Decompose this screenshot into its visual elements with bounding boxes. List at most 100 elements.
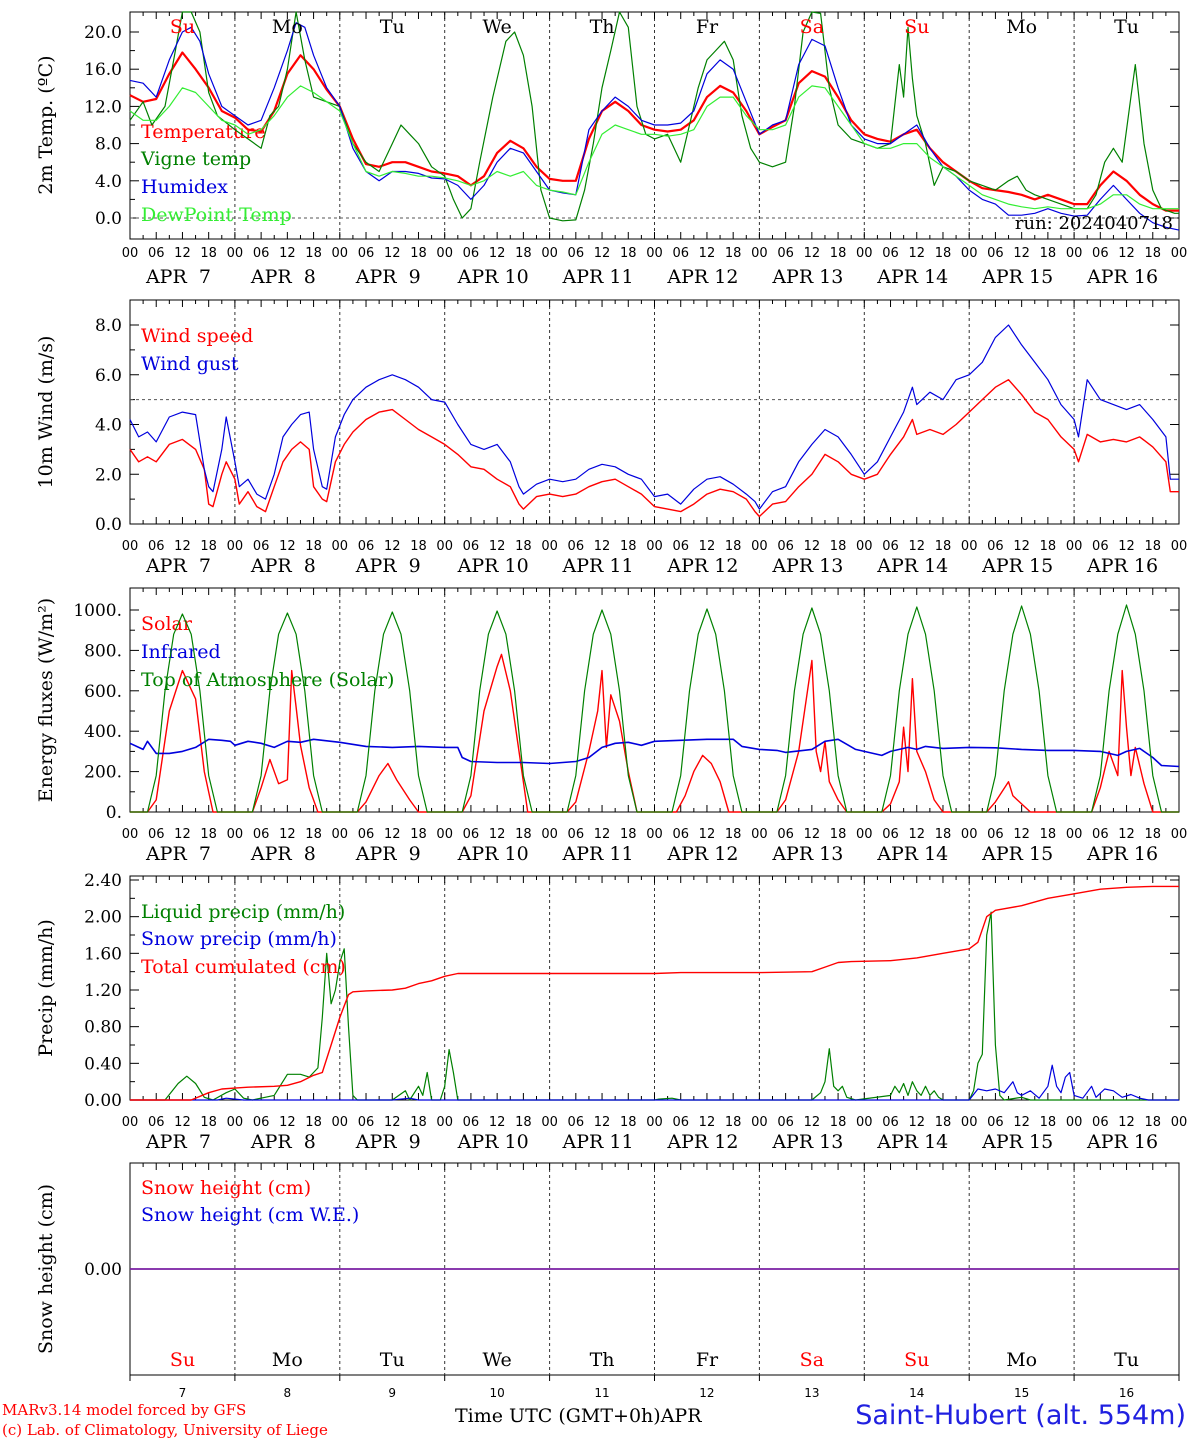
hour-tick-label: 06 [987, 539, 1004, 554]
hour-tick-label: 06 [1092, 539, 1109, 554]
legend-entry: Wind gust [141, 353, 239, 375]
hour-tick-label: 18 [935, 1115, 952, 1130]
date-label: APR 12 [666, 266, 738, 288]
hour-tick-label: 18 [830, 246, 847, 261]
hour-tick-label: 00 [751, 827, 768, 842]
day-name: Su [170, 1349, 195, 1371]
series-line-total-cumulated-cm- [130, 885, 1179, 1101]
day-name: Su [904, 1349, 929, 1371]
hour-tick-label: 18 [935, 539, 952, 554]
y-axis-title: Snow height (cm) [35, 1184, 57, 1354]
hour-tick-label: 12 [174, 539, 191, 554]
hour-tick-label: 06 [148, 539, 165, 554]
hour-tick-label: 00 [332, 827, 349, 842]
date-label: APR 8 [250, 555, 316, 577]
hour-tick-label: 06 [882, 246, 899, 261]
hour-tick-label: 00 [646, 539, 663, 554]
hour-tick-label: 00 [436, 539, 453, 554]
hour-tick-label: 18 [410, 246, 427, 261]
hour-tick-label: 00 [227, 827, 244, 842]
hour-tick-label: 00 [541, 1115, 558, 1130]
hour-tick-label: 00 [122, 539, 139, 554]
hour-tick-label: 18 [725, 539, 742, 554]
hour-tick-label: 06 [777, 1115, 794, 1130]
hour-tick-label: 00 [1171, 246, 1188, 261]
day-name: Sa [800, 1349, 824, 1371]
legend-entry: Snow precip (mm/h) [141, 928, 337, 950]
model-credit: MARv3.14 model forced by GFS [2, 1401, 247, 1419]
y-tick-label: 0.0 [95, 515, 122, 535]
hour-tick-label: 18 [935, 827, 952, 842]
date-label: APR 14 [876, 843, 948, 865]
hour-tick-label: 18 [1040, 539, 1057, 554]
hour-tick-label: 06 [463, 1115, 480, 1130]
hour-tick-label: 00 [646, 1115, 663, 1130]
hour-tick-label: 12 [1013, 827, 1030, 842]
hour-tick-label: 18 [830, 1115, 847, 1130]
hour-tick-label: 00 [436, 246, 453, 261]
y-tick-label: 0.00 [84, 1091, 122, 1111]
hour-tick-label: 12 [1118, 246, 1135, 261]
y-tick-label: 4.0 [95, 416, 122, 436]
y-tick-label: 6.0 [95, 366, 122, 386]
hour-tick-label: 06 [148, 1115, 165, 1130]
hour-tick-label: 18 [410, 539, 427, 554]
hour-tick-label: 18 [725, 827, 742, 842]
hour-tick-label: 12 [804, 246, 821, 261]
hour-tick-label: 06 [987, 827, 1004, 842]
series-line-dewpoint-temp [129, 85, 1179, 210]
date-label: APR 14 [876, 1131, 948, 1153]
time-axis-label: Time UTC (GMT+0h)APR [455, 1405, 702, 1427]
hour-tick-label: 00 [122, 246, 139, 261]
hour-tick-label: 18 [1040, 1115, 1057, 1130]
y-tick-label: 8.0 [95, 316, 122, 336]
hour-tick-label: 18 [515, 827, 532, 842]
hour-tick-label: 00 [856, 539, 873, 554]
hour-tick-label: 12 [384, 1115, 401, 1130]
date-label: APR 13 [771, 266, 843, 288]
hour-tick-label: 06 [672, 827, 689, 842]
date-label: APR 10 [457, 843, 529, 865]
hour-tick-label: 18 [1145, 246, 1162, 261]
day-name: Th [590, 1349, 615, 1371]
day-name: We [483, 16, 512, 38]
y-tick-label: 2.0 [95, 465, 122, 485]
hour-tick-label: 18 [515, 246, 532, 261]
hour-tick-label: 18 [620, 246, 637, 261]
hour-tick-label: 00 [541, 246, 558, 261]
panel-4: 0.00 0.40 0.80 1.20 1.60 2.00 2.40 Precip (mm/h… [35, 871, 1187, 1153]
hour-tick-label: 12 [384, 827, 401, 842]
hour-tick-label: 00 [856, 1115, 873, 1130]
hour-tick-label: 18 [200, 827, 217, 842]
panel-2: 0.0 2.0 4.0 6.0 8.0 10m Wind (m/s) Wind speed W… [35, 299, 1187, 577]
hour-tick-label: 06 [253, 539, 270, 554]
lab-credit: (c) Lab. of Climatology, University of L… [2, 1421, 328, 1439]
date-label: APR 8 [250, 266, 316, 288]
series-line-wind-speed [129, 379, 1179, 518]
hour-tick-label: 18 [1145, 1115, 1162, 1130]
hour-tick-label: 00 [646, 827, 663, 842]
legend-entry: Humidex [141, 176, 228, 198]
hour-tick-label: 00 [227, 246, 244, 261]
hour-tick-label: 06 [672, 1115, 689, 1130]
date-label: APR 14 [876, 266, 948, 288]
run-annotation: run: 2024040718 [1015, 213, 1173, 234]
day-name: Th [590, 16, 615, 38]
date-label: APR 14 [876, 555, 948, 577]
date-label: APR 15 [981, 555, 1053, 577]
hour-tick-label: 12 [804, 827, 821, 842]
date-label: APR 11 [562, 266, 634, 288]
hour-tick-label: 00 [961, 246, 978, 261]
hour-tick-label: 18 [620, 827, 637, 842]
legend-entry: Liquid precip (mm/h) [141, 901, 345, 923]
hour-tick-label: 18 [305, 1115, 322, 1130]
hour-tick-label: 18 [935, 246, 952, 261]
hour-tick-label: 12 [174, 827, 191, 842]
y-axis-title: 10m Wind (m/s) [35, 336, 57, 489]
hour-tick-label: 12 [279, 827, 296, 842]
series-line-vigne-temp [129, 11, 1179, 222]
hour-tick-label: 12 [594, 539, 611, 554]
series-line-top-of-atmosphere-solar- [130, 604, 1179, 813]
hour-tick-label: 12 [908, 827, 925, 842]
date-label: APR 10 [457, 1131, 529, 1153]
